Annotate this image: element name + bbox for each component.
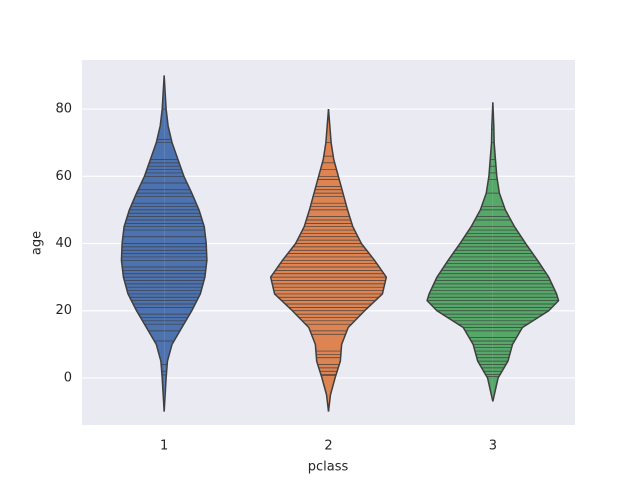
y-tick-label: 80 — [55, 102, 72, 117]
y-tick-label: 20 — [55, 303, 72, 318]
y-tick-label: 0 — [64, 370, 72, 385]
y-tick-label: 40 — [55, 236, 72, 251]
x-tick-label: 1 — [160, 439, 168, 454]
x-tick-label: 2 — [324, 439, 332, 454]
x-tick-label: 3 — [489, 439, 497, 454]
x-axis-label: pclass — [308, 460, 349, 475]
y-axis-label: age — [30, 231, 45, 255]
violin-left-half — [426, 102, 494, 402]
y-tick-label: 60 — [55, 169, 72, 184]
